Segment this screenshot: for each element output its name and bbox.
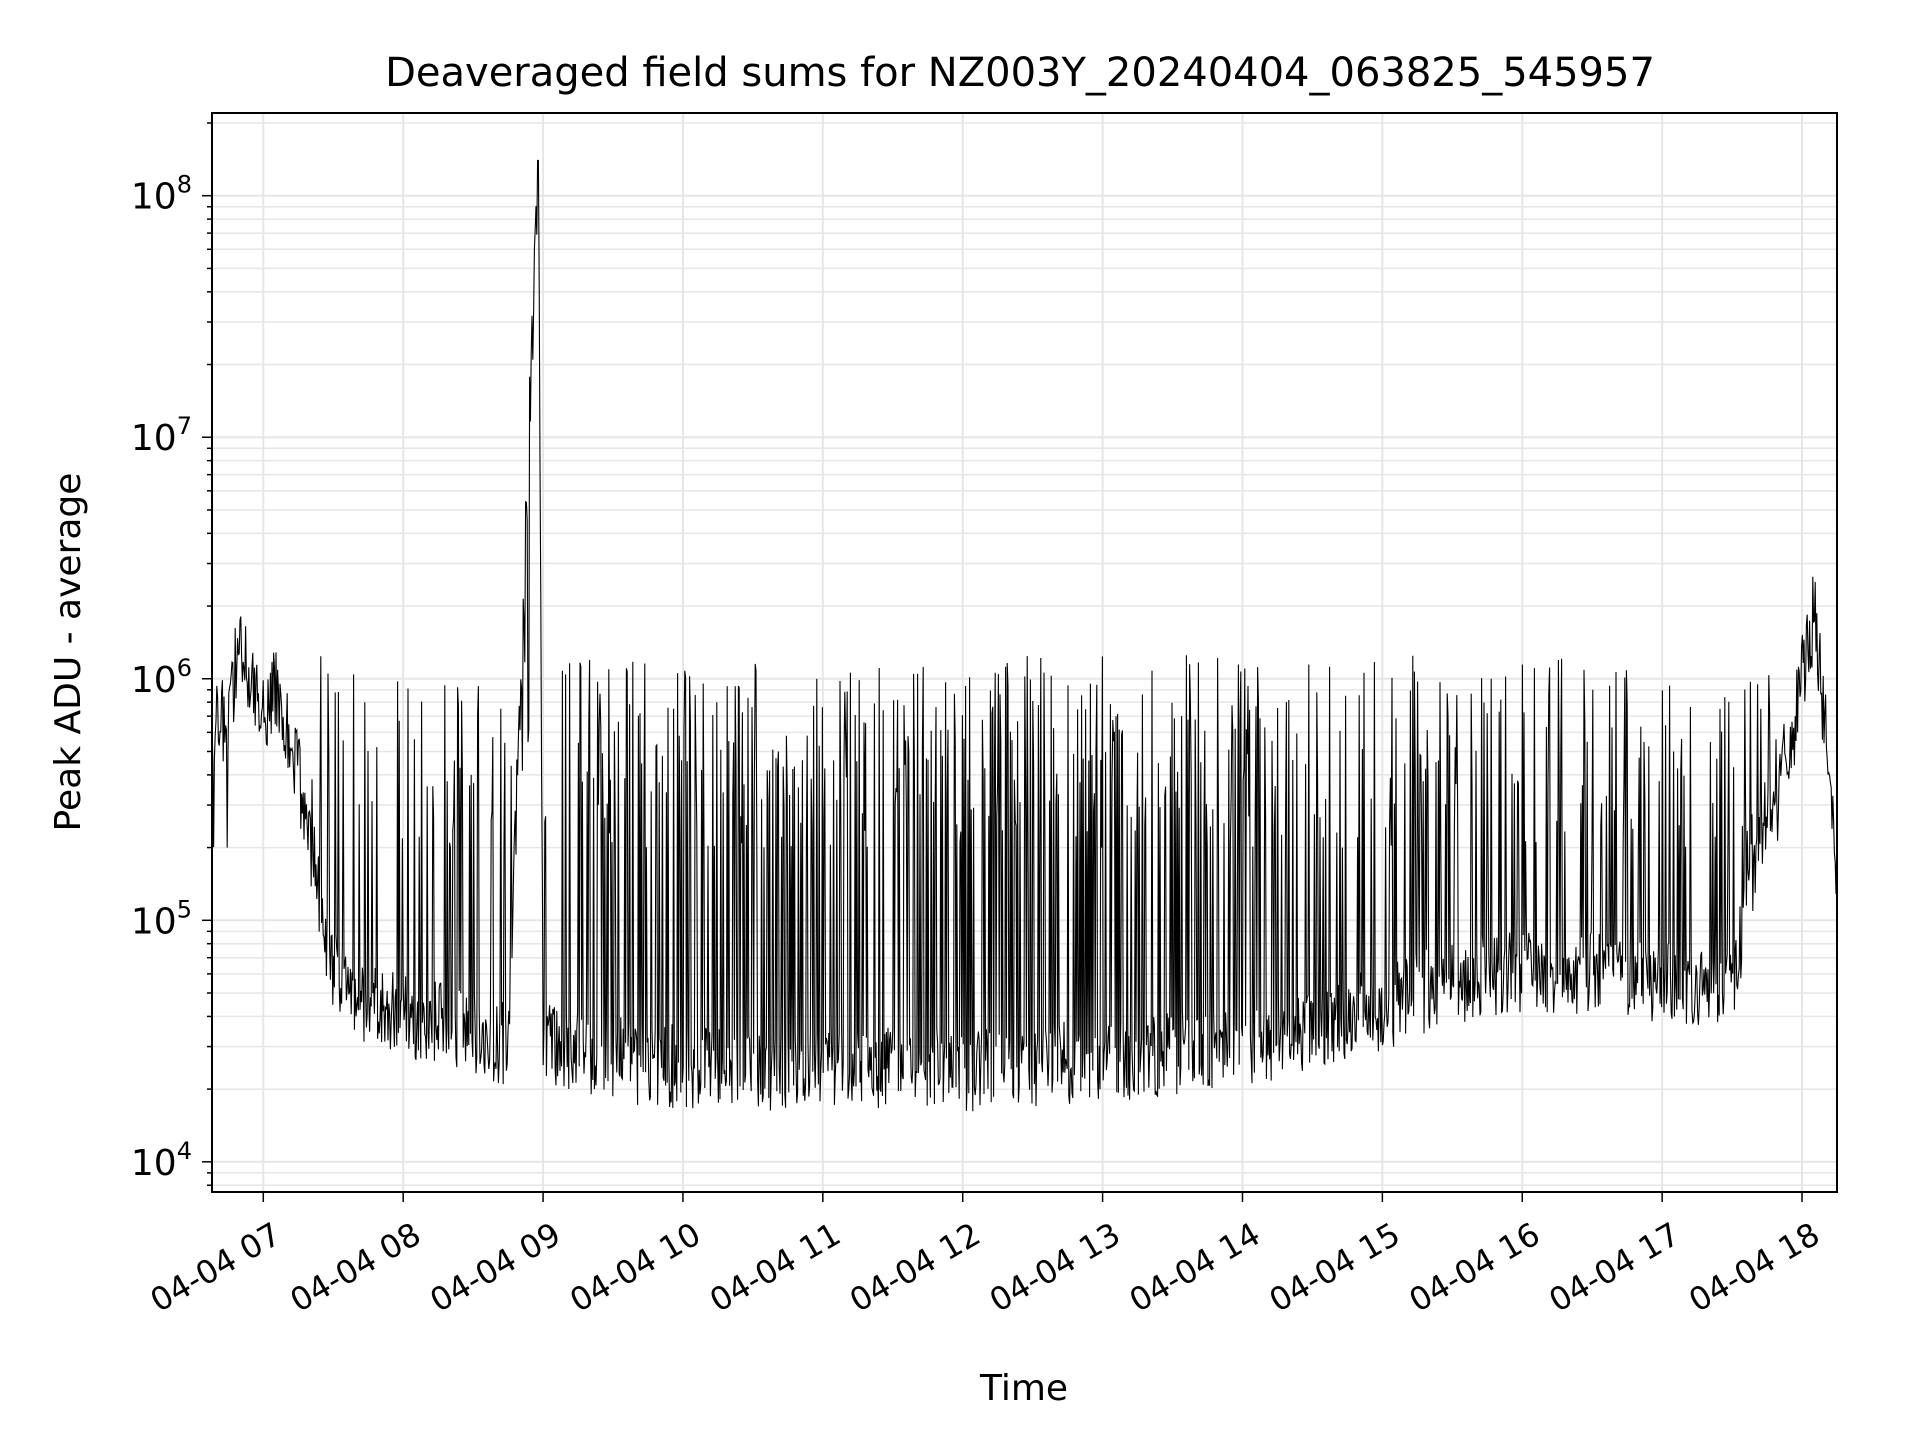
y-tick-label: 108: [131, 171, 192, 218]
data-point: [1813, 606, 1814, 607]
data-point: [228, 716, 229, 717]
data-point: [309, 847, 310, 848]
y-tick-label-base: 10: [131, 901, 177, 942]
data-point: [1312, 1030, 1313, 1031]
data-point: [1825, 732, 1826, 733]
data-point: [298, 774, 299, 775]
data-point: [1382, 1011, 1383, 1012]
data-point: [1102, 1061, 1103, 1062]
data-point: [822, 1065, 823, 1066]
data-point: [368, 1004, 369, 1005]
y-tick-label: 105: [131, 895, 192, 942]
data-point: [1487, 973, 1488, 974]
x-axis-label: Time: [979, 1368, 1068, 1409]
y-tick-label: 106: [131, 654, 192, 701]
data-point: [717, 1070, 718, 1071]
data-point: [333, 973, 334, 974]
y-tick-label-base: 10: [131, 177, 177, 218]
data-point: [274, 689, 275, 690]
data-point: [613, 1057, 614, 1058]
data-point: [473, 1030, 474, 1031]
y-axis-label: Peak ADU - average: [48, 473, 89, 832]
data-point: [1347, 1016, 1348, 1017]
data-point: [251, 678, 252, 679]
chart-title: Deaveraged field sums for NZ003Y_2024040…: [385, 50, 1655, 96]
data-point: [1732, 983, 1733, 984]
y-tick-label-exponent: 4: [177, 1137, 192, 1165]
data-point: [1522, 970, 1523, 971]
data-point: [263, 716, 264, 717]
y-tick-label-exponent: 6: [177, 654, 192, 682]
data-point: [927, 1065, 928, 1066]
data-point: [543, 1030, 544, 1031]
data-point: [240, 636, 241, 637]
data-point: [1242, 1046, 1243, 1047]
data-point: [962, 1070, 963, 1071]
data-point: [857, 1070, 858, 1071]
data-point: [1790, 751, 1791, 752]
data-point: [1207, 1046, 1208, 1047]
data-point: [1032, 1065, 1033, 1066]
data-point: [286, 732, 287, 733]
data-point: [1767, 805, 1768, 806]
data-point: [1172, 1053, 1173, 1054]
y-tick-label-base: 10: [131, 418, 177, 459]
data-point: [1697, 993, 1698, 994]
y-tick-label: 107: [131, 412, 192, 459]
data-point: [1662, 983, 1663, 984]
data-point: [1592, 973, 1593, 974]
data-point: [1627, 973, 1628, 974]
data-point: [682, 1065, 683, 1066]
data-point: [1137, 1057, 1138, 1058]
plot-frame: [211, 112, 1838, 1193]
data-point: [508, 1046, 509, 1047]
data-point: [438, 1021, 439, 1022]
data-point: [997, 1070, 998, 1071]
data-point: [403, 1016, 404, 1017]
data-point: [578, 1053, 579, 1054]
data-point: [1277, 1036, 1278, 1037]
data-point: [648, 1065, 649, 1066]
data-point: [1067, 1061, 1068, 1062]
y-tick-label-exponent: 7: [177, 412, 192, 440]
y-tick-label-base: 10: [131, 1143, 177, 1184]
data-point: [554, 1046, 555, 1047]
data-point: [892, 1065, 893, 1066]
y-tick-label-exponent: 5: [177, 895, 192, 923]
data-line-group: [211, 159, 1838, 1112]
y-tick-label-base: 10: [131, 660, 177, 701]
y-tick-label: 104: [131, 1137, 192, 1184]
series-line: [211, 159, 1838, 1112]
y-tick-label-exponent: 8: [177, 171, 192, 199]
data-point: [538, 160, 539, 161]
data-point: [1557, 973, 1558, 974]
data-point: [1417, 993, 1418, 994]
data-point: [787, 1074, 788, 1075]
data-point: [752, 1070, 753, 1071]
data-point: [1452, 983, 1453, 984]
